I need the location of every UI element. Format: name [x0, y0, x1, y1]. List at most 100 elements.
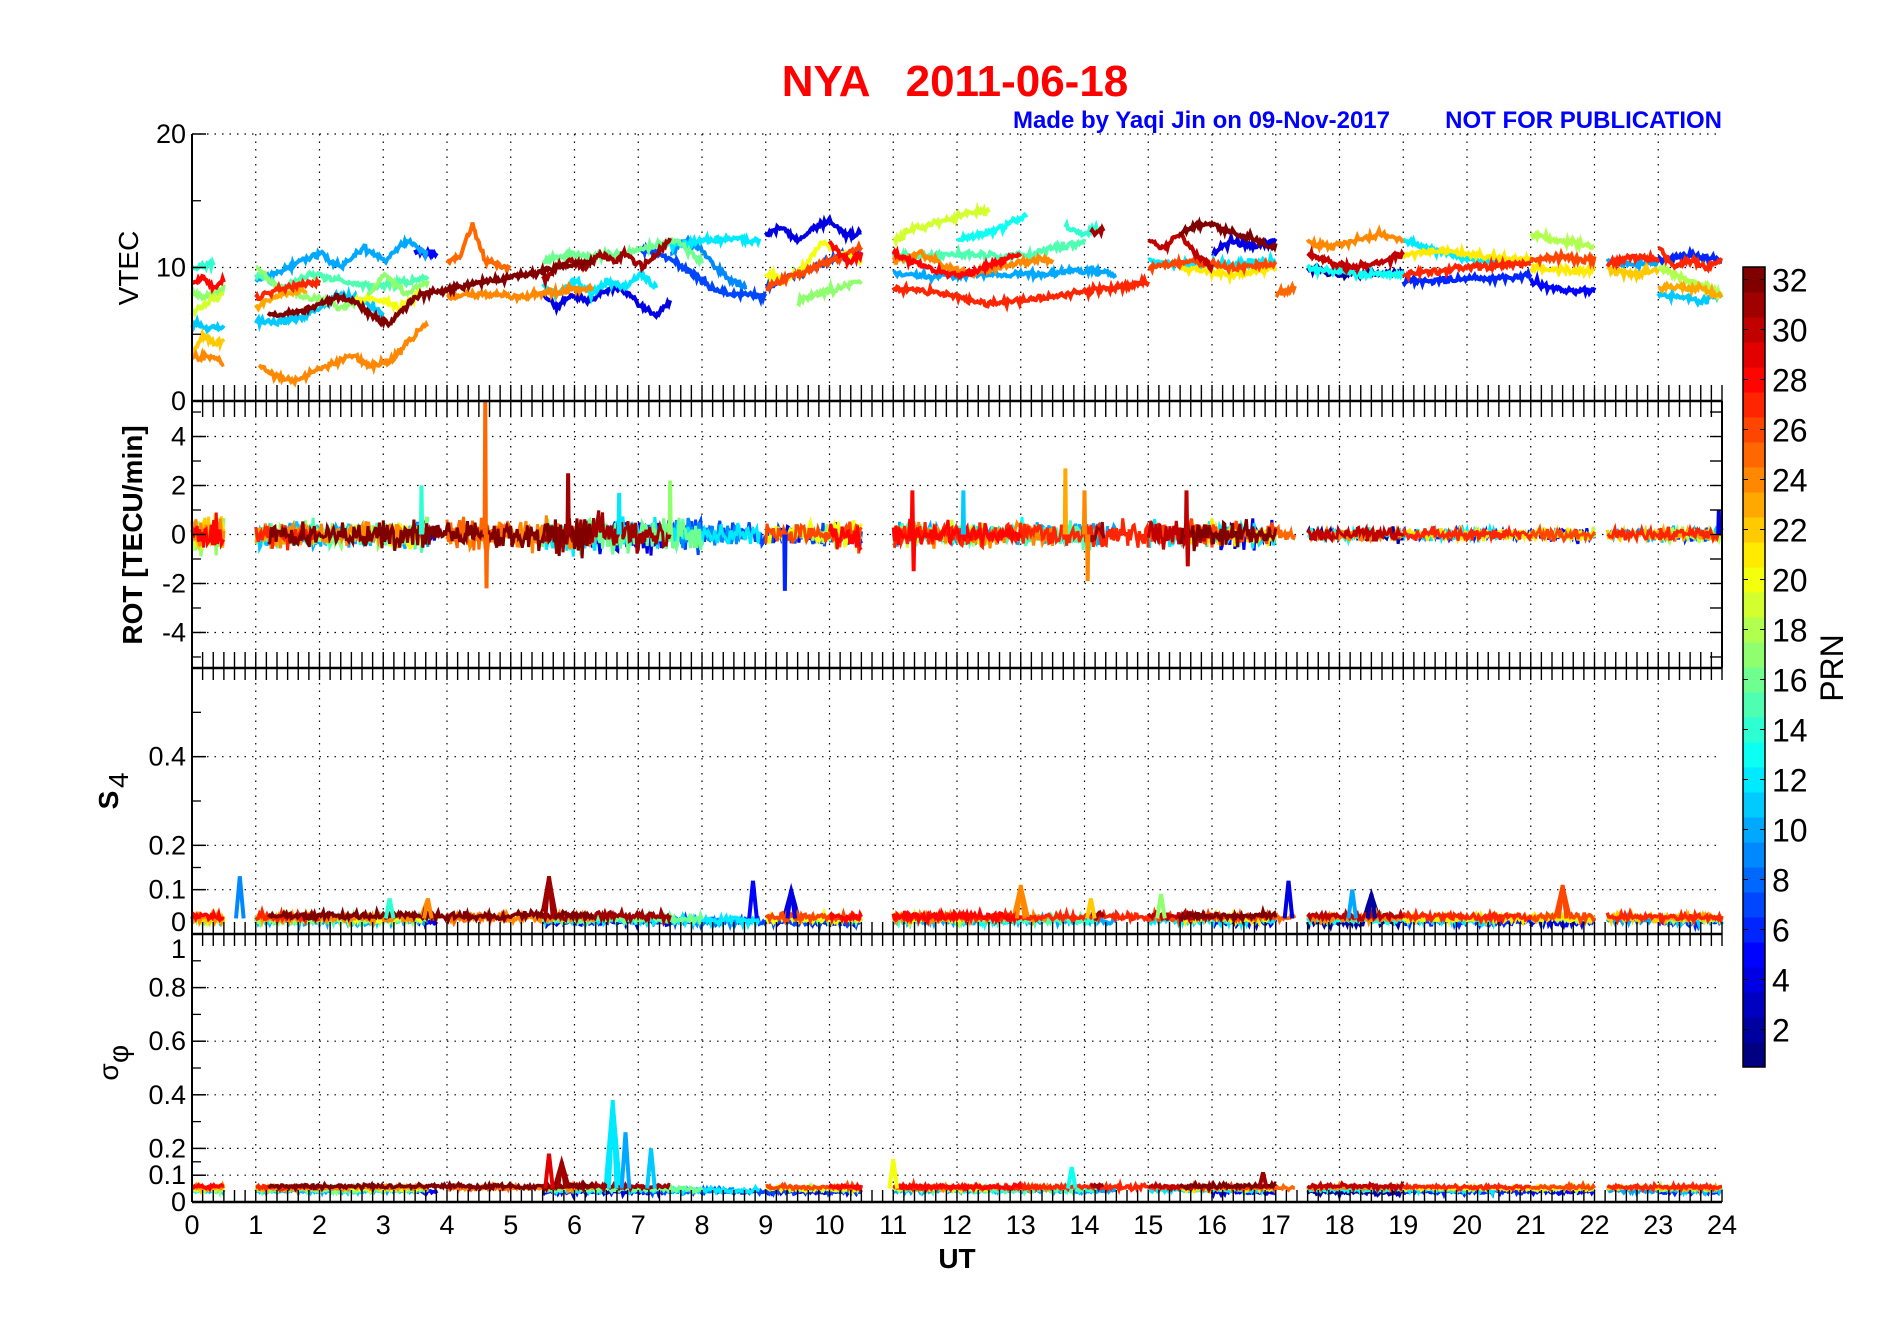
x-tick-label: 19: [1388, 1210, 1418, 1240]
sigphi-spike-prn-10: [619, 1132, 632, 1189]
x-tick-label: 7: [631, 1210, 646, 1240]
rot-spike-prn-4: [1716, 509, 1722, 535]
sigphi-ylabel: σ φ: [93, 1045, 134, 1081]
sigphi-trace-prn-28: [892, 1180, 1023, 1194]
vtec-trace-prn-11: [190, 314, 226, 335]
rot-trace-prn-32: [267, 519, 423, 552]
x-tick-label: 13: [1006, 1210, 1036, 1240]
vtec-trace-prn-26: [1147, 253, 1278, 277]
s4-spike-prn-5: [747, 880, 759, 919]
sigphi-spike-prn-29: [543, 1153, 555, 1189]
rot-trace-prn-28: [828, 523, 863, 553]
colorbar-swatch-prn-6: [1743, 917, 1765, 943]
sigphi-trace-prn-31: [1089, 1182, 1105, 1193]
colorbar-tick-label: 20: [1772, 563, 1808, 599]
s4-trace-prn-32: [420, 905, 595, 926]
rot-trace-prn-28: [190, 512, 226, 551]
colorbar-swatch-prn-5: [1743, 942, 1765, 968]
colorbar-swatch-prn-14: [1743, 717, 1765, 743]
x-tick-label: 22: [1579, 1210, 1609, 1240]
axes: 01020-4-202400.10.20.400.10.20.40.60.810…: [148, 119, 1737, 1240]
rot-spike-prn-6: [782, 534, 788, 591]
vtec-trace-prn-23: [254, 283, 308, 313]
rot-trace-prn-26: [764, 521, 863, 554]
vtec-trace-prn-17: [796, 277, 863, 308]
x-tick-label: 18: [1324, 1210, 1354, 1240]
s4-ytick-label: 0: [171, 907, 186, 937]
sigphi-ytick-label: 0.8: [148, 973, 186, 1003]
rot-spike-prn-28: [911, 534, 917, 572]
vtec-trace-prn-24: [190, 346, 225, 368]
rot-spike-prn-14: [418, 485, 425, 535]
colorbar-swatch-prn-10: [1743, 817, 1765, 843]
colorbar-swatch-prn-32: [1743, 267, 1765, 293]
rot-spike-prn-11: [960, 490, 967, 535]
s4-trace-prn-28: [190, 907, 225, 924]
sigphi-spike-prn-20: [887, 1158, 900, 1189]
rot-spike-prn-25: [482, 399, 488, 535]
vtec-ytick-label: 0: [171, 386, 186, 416]
s4-spike-prn-10: [1346, 889, 1359, 919]
vtec-trace-prn-27: [1402, 255, 1532, 284]
x-tick-label: 12: [942, 1210, 972, 1240]
vtec-trace-prn-21: [1529, 261, 1597, 280]
colorbar-tick-label: 10: [1772, 813, 1808, 849]
sigphi-spike-prn-31: [1257, 1172, 1269, 1190]
x-tick-label: 21: [1516, 1210, 1546, 1240]
vtec-trace-prn-4: [541, 281, 673, 321]
sigphi-ytick-label: 0.4: [148, 1080, 186, 1110]
x-tick-label: 1: [248, 1210, 263, 1240]
vtec-trace-prn-4: [764, 213, 862, 246]
s4-trace-prn-31: [540, 876, 672, 928]
colorbar-frame: [1742, 266, 1766, 1068]
vtec-trace-prn-27: [1657, 246, 1724, 274]
x-tick-label: 4: [439, 1210, 454, 1240]
colorbar-swatch-prn-18: [1743, 617, 1765, 643]
s4-spike-prn-2: [1365, 893, 1378, 919]
rot-trace-prn-27: [1401, 523, 1533, 544]
sigphi-trace-prn-28: [827, 1181, 864, 1194]
vtec-trace-prn-28: [891, 245, 1023, 281]
rot-spike-prn-30: [1183, 490, 1190, 535]
colorbar-swatch-prn-16: [1743, 667, 1765, 693]
chart-title: NYA 2011-06-18: [782, 57, 1129, 106]
x-tick-label: 17: [1261, 1210, 1291, 1240]
colorbar-tick-label: 24: [1772, 463, 1808, 499]
sigphi-trace-prn-26: [1530, 1179, 1597, 1193]
sigphi-trace-prn-13: [1306, 1183, 1405, 1196]
colorbar-tick-label: 8: [1772, 863, 1790, 899]
colorbar-swatch-prn-12: [1743, 767, 1765, 793]
x-tick-label: 10: [814, 1210, 844, 1240]
sigphi-ylabel-main: σ: [93, 1063, 124, 1080]
s4-spike-prn-31: [543, 876, 555, 919]
s4-ytick-label: 0.2: [148, 830, 186, 860]
colorbar-swatch-prn-17: [1743, 642, 1765, 668]
rot-ytick-label: -2: [162, 568, 186, 598]
x-tick-label: 5: [503, 1210, 518, 1240]
x-tick-label: 0: [184, 1210, 199, 1240]
sigphi-trace-prn-27: [1606, 1180, 1659, 1194]
colorbar-swatch-prn-25: [1743, 442, 1765, 468]
sigphi-trace-prn-27: [1402, 1181, 1532, 1193]
rot-trace-prn-30: [1306, 523, 1405, 544]
colorbar-tick-label: 30: [1772, 313, 1808, 349]
rot-spike-prn-17: [667, 480, 673, 535]
s4-ytick-label: 0.4: [148, 742, 186, 772]
data-traces: [190, 201, 1724, 1201]
colorbar-swatch-prn-24: [1743, 467, 1765, 493]
colorbar-swatch-prn-31: [1743, 292, 1765, 318]
vtec-trace-prn-28: [191, 271, 226, 295]
x-tick-label: 15: [1133, 1210, 1163, 1240]
vtec-trace-prn-25: [445, 222, 512, 277]
sigphi-ytick-label: 1: [171, 934, 186, 964]
colorbar-tick-label: 18: [1772, 613, 1808, 649]
colorbar-swatch-prn-11: [1743, 792, 1765, 818]
colorbar-tick-label: 16: [1772, 663, 1808, 699]
vtec-trace-prn-17: [190, 284, 226, 302]
rot-ytick-label: -4: [162, 617, 186, 647]
s4-ylabel-sub: 4: [103, 772, 134, 788]
vtec-trace-prn-22: [190, 327, 226, 357]
rot-ytick-label: 2: [171, 471, 186, 501]
colorbar-swatch-prn-30: [1743, 317, 1765, 343]
